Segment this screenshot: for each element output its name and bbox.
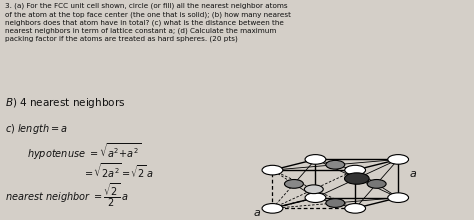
Circle shape [388, 155, 409, 164]
Text: $\mathit{c)}$ $\mathit{length=a}$: $\mathit{c)}$ $\mathit{length=a}$ [5, 122, 68, 136]
Text: $=\!\sqrt{2a^2}=\!\sqrt{2}\,a$: $=\!\sqrt{2a^2}=\!\sqrt{2}\,a$ [83, 161, 154, 180]
Circle shape [305, 155, 326, 164]
Circle shape [345, 165, 365, 175]
Circle shape [367, 180, 386, 188]
Text: $\mathit{nearest\ neighbor}$ $= \dfrac{\sqrt{2}}{2}\,a$: $\mathit{nearest\ neighbor}$ $= \dfrac{\… [5, 181, 129, 209]
Circle shape [326, 160, 345, 169]
Circle shape [304, 185, 323, 194]
Text: a: a [254, 208, 260, 218]
Circle shape [345, 204, 365, 213]
Text: $\mathit{hypotenuse}$ $= \sqrt{a^2{+}a^2}$: $\mathit{hypotenuse}$ $= \sqrt{a^2{+}a^2… [27, 142, 141, 162]
Circle shape [305, 193, 326, 202]
Text: a: a [410, 169, 417, 179]
Circle shape [388, 193, 409, 202]
Text: $\mathit{B)}$ 4 nearest neighbors: $\mathit{B)}$ 4 nearest neighbors [5, 96, 126, 110]
Text: 3. (a) For the FCC unit cell shown, circle (or fill) all the nearest neighbor at: 3. (a) For the FCC unit cell shown, circ… [5, 3, 292, 42]
Circle shape [345, 173, 369, 184]
Circle shape [326, 199, 345, 207]
Circle shape [284, 180, 303, 188]
Circle shape [262, 165, 283, 175]
Circle shape [262, 204, 283, 213]
